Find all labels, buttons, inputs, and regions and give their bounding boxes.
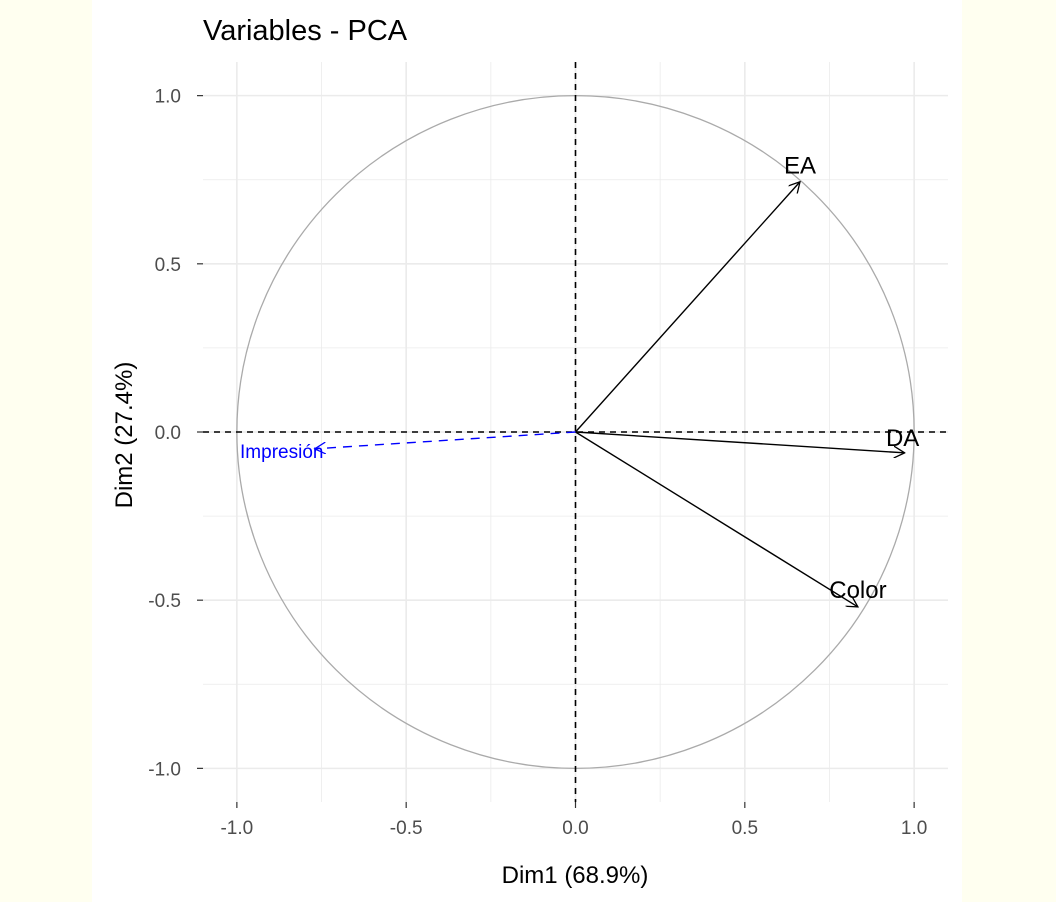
y-tick-label: -1.0 — [148, 759, 181, 780]
x-tick-label: 0.5 — [732, 818, 758, 839]
arrow-impresión — [315, 431, 576, 449]
x-tick-label: 1.0 — [901, 818, 927, 839]
x-axis-label: Dim1 (68.9%) — [502, 862, 649, 889]
arrow-ea — [574, 182, 801, 433]
y-axis-label: Dim2 (27.4%) — [111, 362, 138, 509]
y-tick-label: 1.0 — [155, 87, 181, 108]
y-tick-label: -0.5 — [148, 591, 181, 612]
variable-label: DA — [886, 425, 919, 452]
variable-label: Impresión — [240, 442, 323, 463]
y-tick-label: 0.5 — [155, 255, 181, 276]
x-tick-label: -0.5 — [390, 818, 423, 839]
variable-label: EA — [784, 153, 816, 180]
x-tick-label: -1.0 — [220, 818, 253, 839]
x-tick-label: 0.0 — [562, 818, 588, 839]
variable-label: Color — [829, 577, 886, 604]
y-tick-label: 0.0 — [155, 423, 181, 444]
arrow-da — [575, 431, 905, 453]
arrow-color — [575, 431, 858, 607]
chart-title: Variables - PCA — [203, 15, 408, 47]
